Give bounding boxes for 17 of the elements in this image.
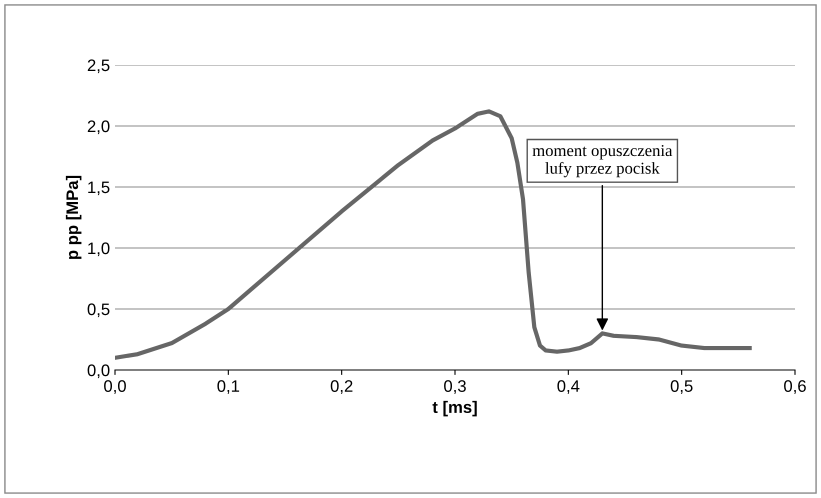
x-axis-title: t [ms]: [432, 400, 477, 416]
y-tick-label: 1,0: [88, 242, 110, 256]
x-tick-label: 0,3: [444, 380, 466, 394]
annotation: moment opuszczenia lufy przez pocisk: [532, 144, 672, 178]
x-tick-label: 0,4: [557, 380, 580, 394]
x-tick-label: 0,5: [670, 380, 693, 394]
y-tick-label: 0,0: [88, 364, 110, 378]
x-tick-label: 0,0: [104, 380, 126, 394]
y-tick-label: 1,5: [88, 182, 110, 196]
y-tick-label: 2,0: [88, 120, 110, 134]
x-tick-label: 0,1: [217, 380, 240, 394]
y-tick-label: 0,5: [88, 303, 110, 318]
x-tick-label: 0,2: [330, 380, 352, 394]
y-tick-label: 2,5: [88, 59, 110, 74]
y-axis-title: p pp [MPa]: [66, 176, 82, 259]
x-tick-label: 0,6: [784, 380, 806, 394]
line-series: [115, 109, 752, 360]
